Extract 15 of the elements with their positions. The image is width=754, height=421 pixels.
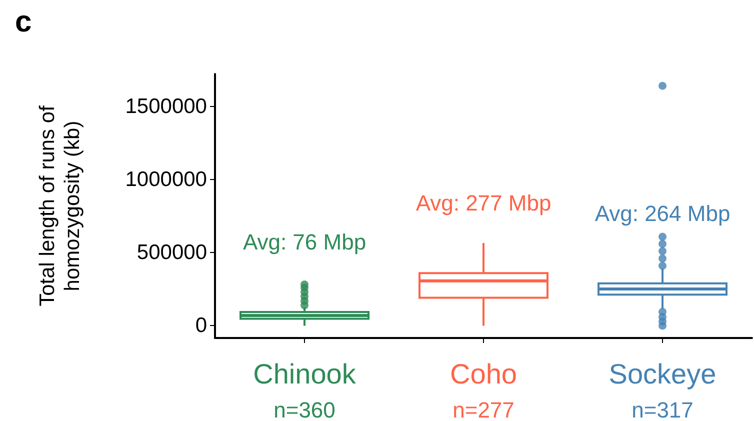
text: n=277 (452, 398, 514, 421)
y-tick-label: 500000 (136, 241, 207, 264)
x-tick-label: Sockeye (608, 358, 716, 390)
x-tick-label: Chinook (253, 358, 357, 390)
y-axis-title: Total length of runs of homozygosity (kb) (36, 105, 84, 306)
y-tick-label: 1500000 (125, 94, 207, 118)
y-tick-label: 0 (195, 314, 207, 338)
annotation: Avg: 264 Mbp (594, 200, 730, 226)
x-tick-label: Coho (450, 358, 517, 390)
annotation: Avg: 76 Mbp (242, 229, 366, 254)
y-tick-label: 1000000 (125, 168, 207, 192)
annotation: Avg: 277 Mbp (416, 190, 552, 216)
text: n=360 (274, 398, 336, 421)
chart-title: c (15, 6, 32, 38)
text: n=317 (632, 398, 694, 421)
